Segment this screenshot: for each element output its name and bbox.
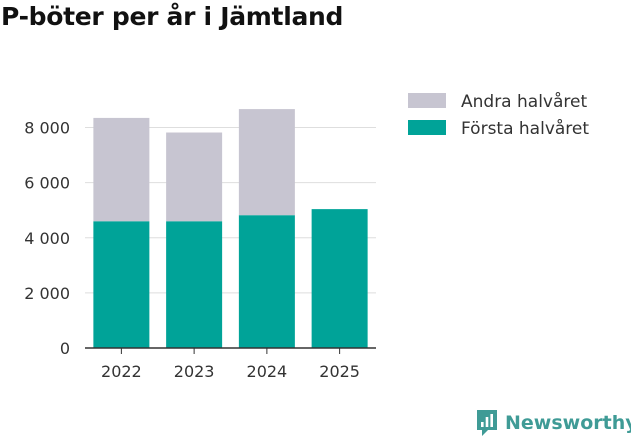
bar-andra-2024[interactable] (238, 109, 295, 216)
legend-label: Första halvåret (461, 118, 589, 139)
y-tick-label: 6 000 (24, 174, 70, 193)
legend: Andra halvåret Första halvåret (408, 91, 589, 139)
bar-forsta-2023[interactable] (166, 221, 223, 348)
y-tick-label: 4 000 (24, 229, 70, 248)
x-tick-label: 2022 (101, 362, 142, 381)
bar-forsta-2022[interactable] (93, 221, 150, 348)
newsworthy-logo: Newsworthy (475, 408, 631, 438)
newsworthy-logo-icon (477, 410, 497, 436)
x-tick-label: 2024 (247, 362, 288, 381)
x-tick-label: 2023 (174, 362, 215, 381)
y-tick-label: 8 000 (24, 119, 70, 138)
x-tick-label: 2025 (319, 362, 360, 381)
bar-andra-2022[interactable] (93, 117, 150, 222)
legend-swatch (408, 93, 446, 108)
legend-label: Andra halvåret (461, 91, 587, 112)
y-tick-label: 2 000 (24, 284, 70, 303)
y-tick-label: 0 (60, 339, 70, 358)
legend-swatch (408, 120, 446, 135)
brand-name: Newsworthy (505, 412, 631, 434)
chart-title: P-böter per år i Jämtland (1, 2, 344, 31)
axes: 0 2 000 4 000 6 000 8 000 2022 2023 2024 2025 (24, 119, 376, 381)
bar-andra-2023[interactable] (166, 132, 223, 222)
bars (93, 109, 368, 348)
bar-forsta-2025[interactable] (311, 209, 368, 348)
bar-forsta-2024[interactable] (238, 215, 295, 348)
